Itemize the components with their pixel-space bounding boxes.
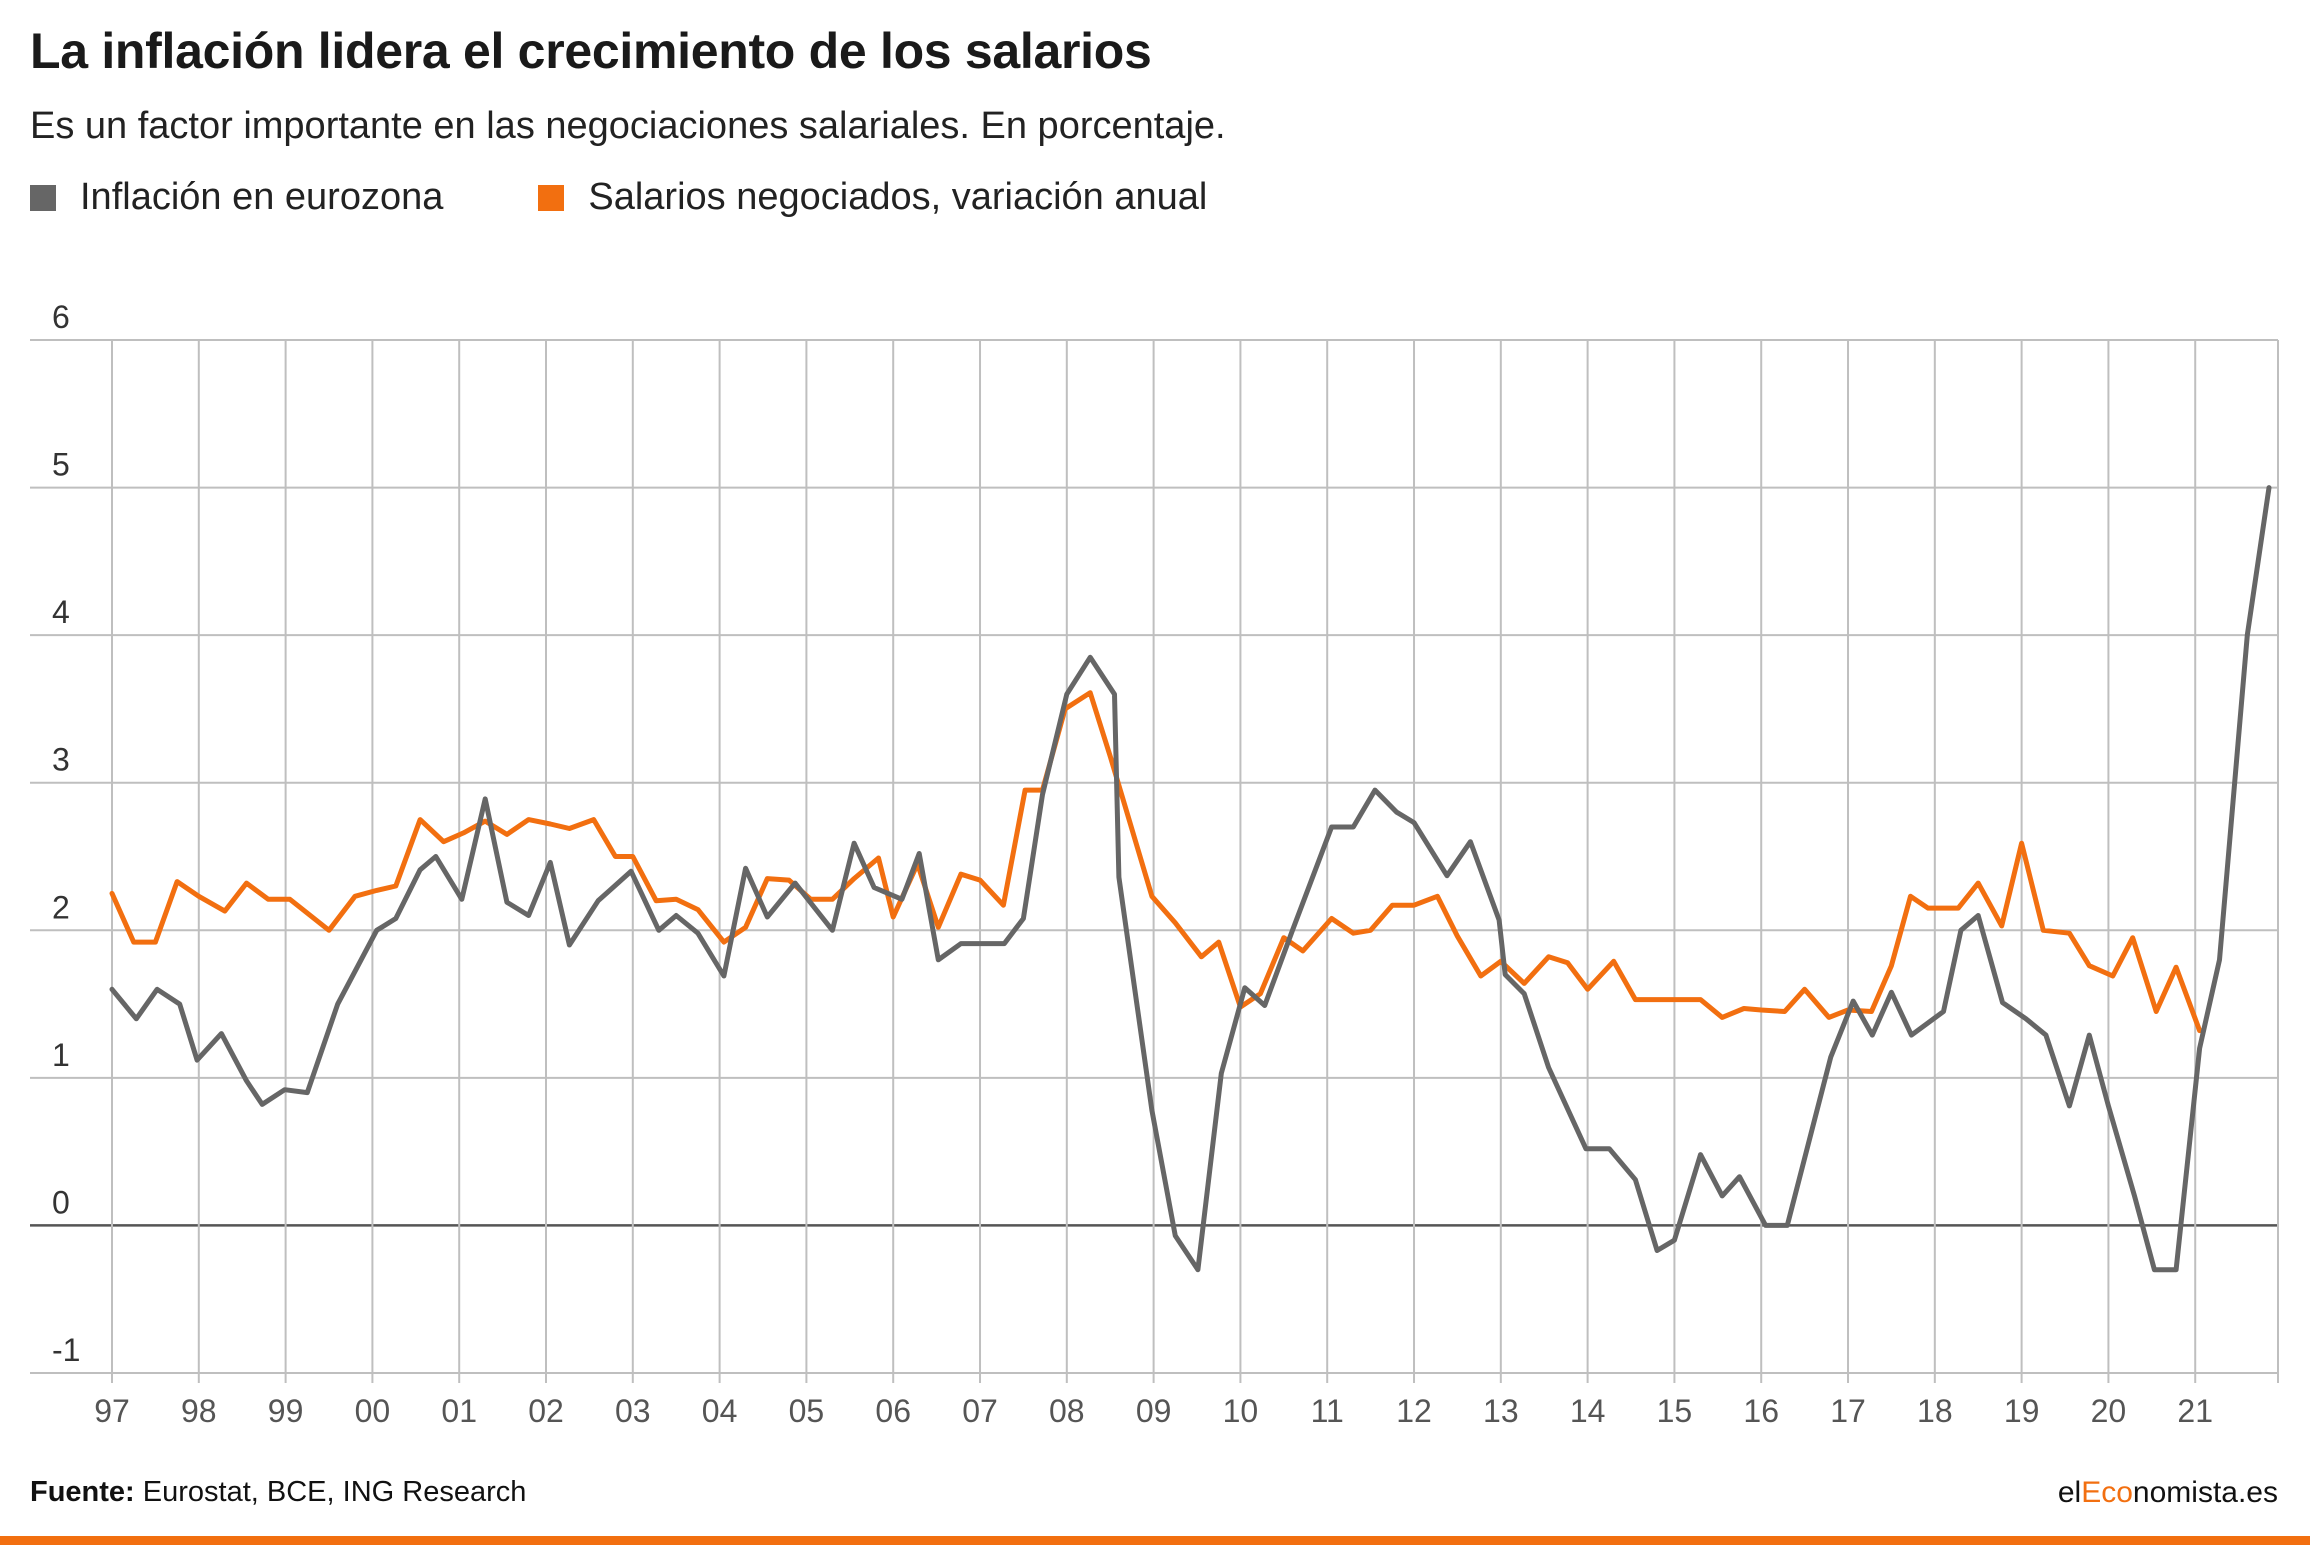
x-tick-label: 09 <box>1136 1393 1172 1429</box>
legend-swatch-wages <box>538 184 565 211</box>
y-tick-label: 6 <box>52 299 70 335</box>
bottom-rule <box>0 1536 2310 1545</box>
x-tick-label: 17 <box>1830 1393 1866 1429</box>
x-tick-label: 97 <box>94 1393 130 1429</box>
x-tick-label: 12 <box>1396 1393 1432 1429</box>
x-tick-label: 03 <box>615 1393 651 1429</box>
source-label: Fuente: <box>30 1476 135 1508</box>
series-line-inflation <box>109 485 2272 1273</box>
x-tick-label: 06 <box>875 1393 911 1429</box>
y-tick-label: 0 <box>52 1184 70 1220</box>
y-tick-label: 4 <box>52 594 70 630</box>
x-tick-label: 21 <box>2177 1393 2213 1429</box>
x-tick-label: 19 <box>2004 1393 2040 1429</box>
legend: Inflación en eurozona Salarios negociado… <box>30 176 1207 219</box>
x-tick-label: 11 <box>1311 1393 1344 1429</box>
x-tick-label: 05 <box>789 1393 825 1429</box>
brand-logo: elEconomista.es <box>2058 1476 2278 1510</box>
legend-item-wages: Salarios negociados, variación anual <box>538 176 1207 219</box>
x-tick-label: 99 <box>268 1393 304 1429</box>
legend-label-inflation: Inflación en eurozona <box>80 176 444 218</box>
grid-layer <box>30 339 2279 1383</box>
chart-title: La inflación lidera el crecimiento de lo… <box>30 23 1152 79</box>
legend-label-wages: Salarios negociados, variación anual <box>588 176 1208 218</box>
brand-accent: Eco <box>2081 1476 2133 1509</box>
x-tick-label: 08 <box>1049 1393 1085 1429</box>
chart-subtitle: Es un factor importante en las negociaci… <box>30 105 1226 147</box>
series-layer <box>109 485 2272 1273</box>
x-tick-label: 13 <box>1483 1393 1519 1429</box>
legend-swatch-inflation <box>30 184 56 211</box>
x-tick-label: 98 <box>181 1393 217 1429</box>
x-tick-label: 00 <box>355 1393 391 1429</box>
x-tick-label: 20 <box>2091 1393 2127 1429</box>
brand-suffix: nomista.es <box>2132 1476 2278 1509</box>
y-tick-label: 3 <box>52 742 70 778</box>
y-tick-label: 5 <box>52 447 70 483</box>
x-tick-label: 10 <box>1223 1393 1259 1429</box>
x-tick-label: 02 <box>528 1393 564 1429</box>
y-tick-label: -1 <box>52 1332 80 1368</box>
legend-item-inflation: Inflación en eurozona <box>30 176 443 219</box>
series-line-wages <box>109 690 2203 1034</box>
x-tick-label: 04 <box>702 1393 738 1429</box>
x-tick-label: 07 <box>962 1393 998 1429</box>
source-note: Fuente: Eurostat, BCE, ING Research <box>30 1476 526 1509</box>
brand-prefix: el <box>2057 1476 2082 1509</box>
y-tick-label: 1 <box>52 1037 70 1073</box>
source-text: Eurostat, BCE, ING Research <box>134 1476 527 1508</box>
x-tick-label: 14 <box>1570 1393 1606 1429</box>
x-tick-label: 01 <box>441 1393 477 1429</box>
y-tick-label: 2 <box>52 889 70 925</box>
x-tick-label: 16 <box>1743 1393 1779 1429</box>
x-tick-label: 15 <box>1657 1393 1693 1429</box>
x-tick-label: 18 <box>1917 1393 1953 1429</box>
